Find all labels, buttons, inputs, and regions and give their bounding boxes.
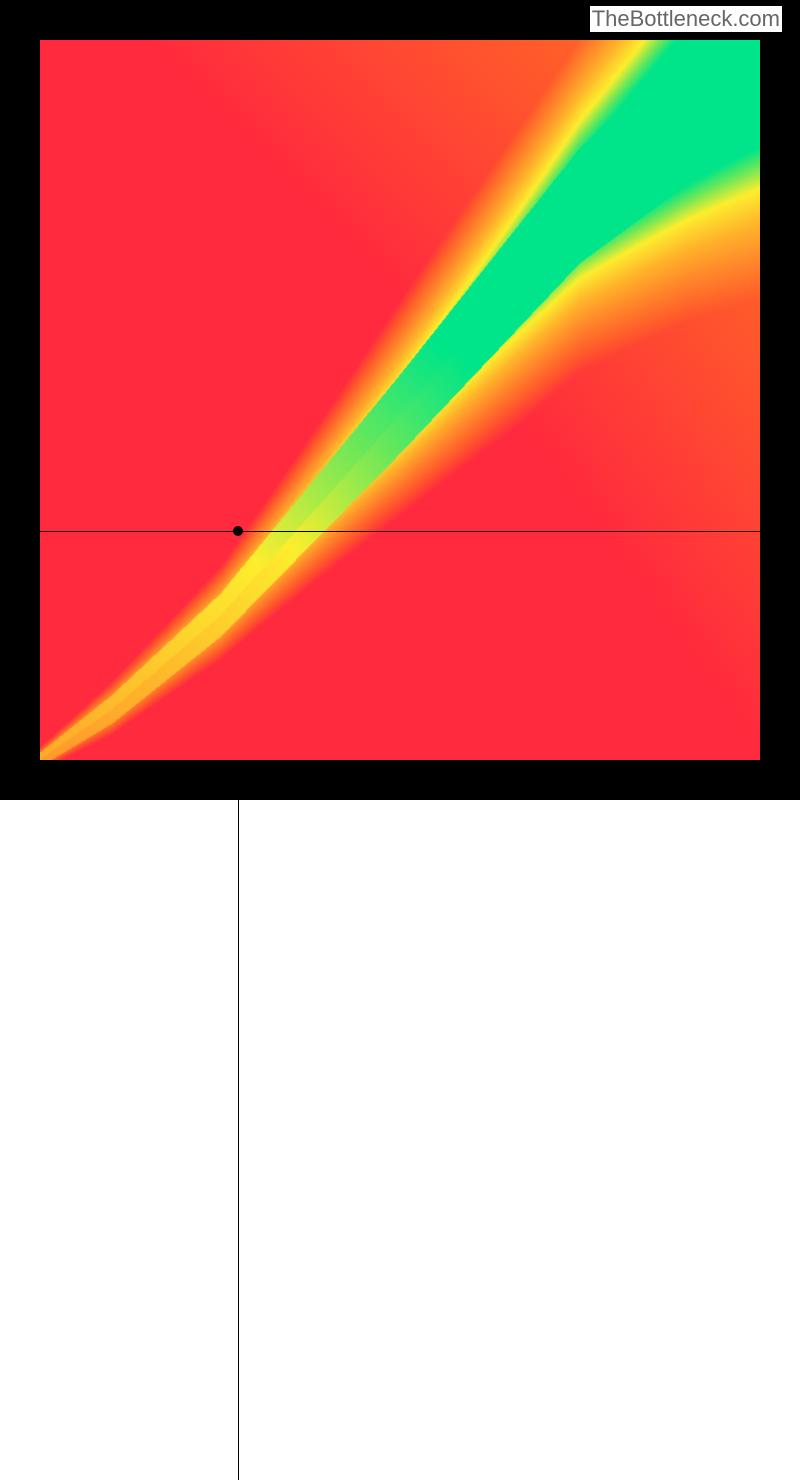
heatmap-canvas [40, 40, 760, 760]
crosshair-point [233, 526, 243, 536]
crosshair-horizontal [40, 531, 760, 532]
plot-area [40, 40, 760, 760]
watermark-text: TheBottleneck.com [590, 6, 782, 32]
crosshair-vertical [238, 760, 239, 1480]
chart-container: TheBottleneck.com [0, 0, 800, 800]
